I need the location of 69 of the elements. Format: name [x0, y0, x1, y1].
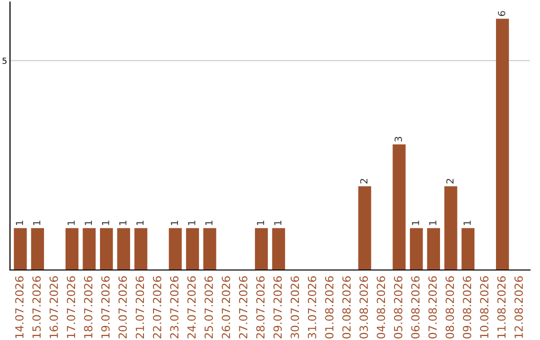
bar: [462, 228, 474, 270]
x-tick-label: 06.08.2026: [411, 276, 420, 338]
bar: [100, 228, 113, 270]
x-tick-label: 19.07.2026: [101, 276, 110, 338]
x-tick-label: 27.07.2026: [238, 276, 248, 338]
bar: [186, 228, 199, 270]
x-tick-label: 09.08.2026: [462, 276, 472, 338]
data-label: 1: [136, 220, 144, 225]
bar: [254, 228, 268, 270]
data-label: 1: [68, 220, 75, 225]
bar: [134, 228, 148, 270]
data-label: 1: [170, 220, 178, 225]
bar: [66, 228, 78, 270]
data-label: 3: [394, 136, 402, 142]
x-tick-label: 22.07.2026: [152, 276, 162, 338]
data-label: 1: [33, 220, 40, 225]
x-tick-label: 01.08.2026: [325, 276, 334, 338]
x-tick-label: 03.08.2026: [360, 276, 368, 338]
data-label: 1: [119, 220, 126, 225]
x-tick-label: 21.07.2026: [136, 276, 144, 338]
bar: [410, 228, 423, 270]
x-tick-label: 26.07.2026: [222, 276, 230, 338]
bar: [496, 18, 509, 270]
x-tick-label: 25.07.2026: [204, 276, 213, 338]
x-tick-label: 02.08.2026: [342, 276, 351, 338]
x-tick-label: 17.07.2026: [66, 276, 76, 338]
data-label: 2: [446, 178, 454, 184]
data-label: 2: [360, 178, 368, 184]
x-tick-label: 15.07.2026: [32, 276, 41, 338]
x-tick-label: 18.07.2026: [84, 276, 92, 338]
x-tick-label: 08.08.2026: [446, 276, 454, 338]
x-tick-label: 12.08.2026: [514, 276, 523, 338]
x-tick-label: 10.08.2026: [480, 276, 488, 338]
data-label: 1: [274, 220, 282, 225]
x-tick-label: 11.08.2026: [497, 276, 506, 338]
x-tick-label: 29.07.2026: [273, 276, 282, 338]
x-tick-label: 23.07.2026: [170, 276, 179, 338]
data-label: 1: [412, 220, 420, 225]
bar: [203, 228, 216, 270]
data-label: 1: [16, 220, 24, 225]
x-tick-label: 04.08.2026: [376, 276, 386, 338]
y-tick-label: 5: [2, 58, 6, 64]
bar: [31, 228, 44, 270]
x-tick-label: 16.07.2026: [50, 276, 58, 338]
data-label: 1: [429, 220, 436, 225]
bar: [117, 228, 130, 270]
x-tick-label: 14.07.2026: [15, 276, 24, 338]
x-tick-label: 05.08.2026: [394, 276, 402, 338]
data-label: 1: [256, 220, 264, 225]
x-tick-label: 31.07.2026: [308, 276, 316, 338]
x-tick-label: 30.07.2026: [290, 276, 300, 338]
data-label: 6: [498, 11, 506, 16]
bar: [358, 186, 372, 270]
bar: [168, 228, 182, 270]
data-label: 1: [464, 220, 471, 225]
x-tick-label: 07.08.2026: [428, 276, 437, 338]
data-label: 1: [102, 220, 110, 225]
bar: [272, 228, 286, 270]
bar: [392, 144, 406, 270]
x-tick-label: 28.07.2026: [256, 276, 265, 338]
bar: [427, 228, 440, 270]
data-label: 1: [205, 220, 212, 225]
x-tick-label: 20.07.2026: [118, 276, 127, 338]
x-tick-label: 24.07.2026: [187, 276, 196, 338]
data-label: 1: [84, 220, 92, 225]
bar: [14, 228, 27, 270]
data-label: 1: [188, 220, 196, 225]
bar: [82, 228, 96, 270]
bar: [444, 186, 458, 270]
